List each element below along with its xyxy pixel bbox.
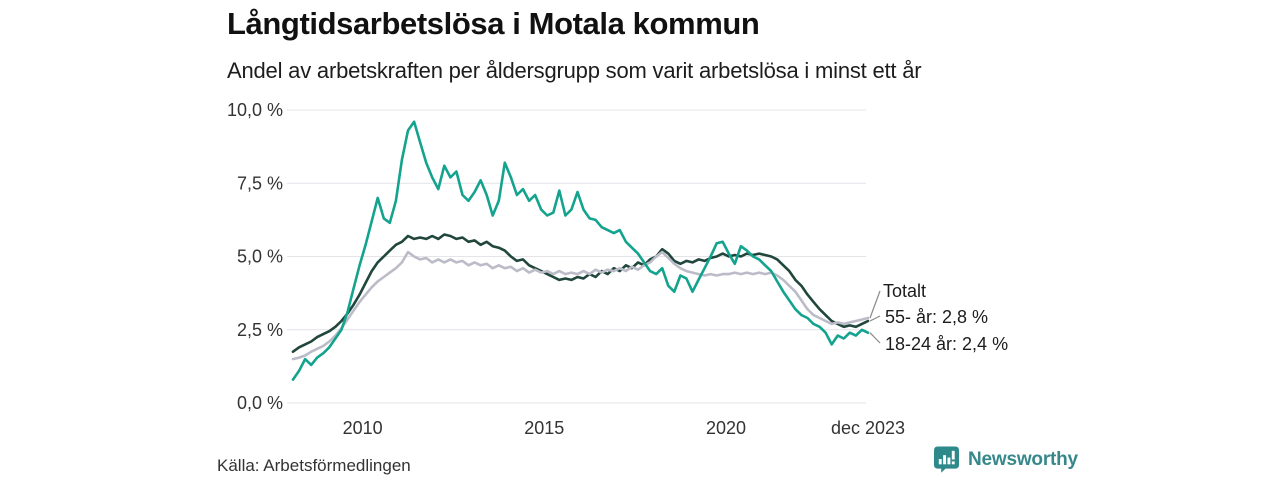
newsworthy-branding: Newsworthy <box>933 445 1078 474</box>
y-tick-label: 10,0 % <box>227 100 283 120</box>
x-tick-label: dec 2023 <box>831 418 905 438</box>
series-line-18-24-ar <box>291 120 870 381</box>
page-title: Långtidsarbetslösa i Motala kommun <box>227 6 760 41</box>
series-label-totalt: Totalt <box>883 281 927 301</box>
page-subtitle: Andel av arbetskraften per åldersgrupp s… <box>227 58 922 83</box>
x-tick-label: 2020 <box>706 418 746 438</box>
x-tick-label: 2015 <box>524 418 564 438</box>
y-tick-label: 0,0 % <box>237 393 283 413</box>
series-label-55-ar: 55- år: 2,8 % <box>885 307 989 327</box>
series-label-18-24-ar: 18-24 år: 2,4 % <box>885 334 1009 354</box>
x-tick-label: 2010 <box>343 418 383 438</box>
callout-line-totalt <box>869 290 881 319</box>
series-line-totalt <box>291 250 870 361</box>
callout-line-55-ar <box>869 315 881 322</box>
newsworthy-logo-text: Newsworthy <box>968 448 1078 470</box>
y-tick-label: 5,0 % <box>237 247 283 267</box>
y-tick-label: 2,5 % <box>237 320 283 340</box>
series-line-55-ar <box>291 233 870 354</box>
y-tick-label: 7,5 % <box>237 173 283 193</box>
source-attribution: Källa: Arbetsförmedlingen <box>217 456 411 475</box>
newsworthy-logo-icon <box>933 445 960 474</box>
callout-line-18-24-ar <box>869 332 881 344</box>
